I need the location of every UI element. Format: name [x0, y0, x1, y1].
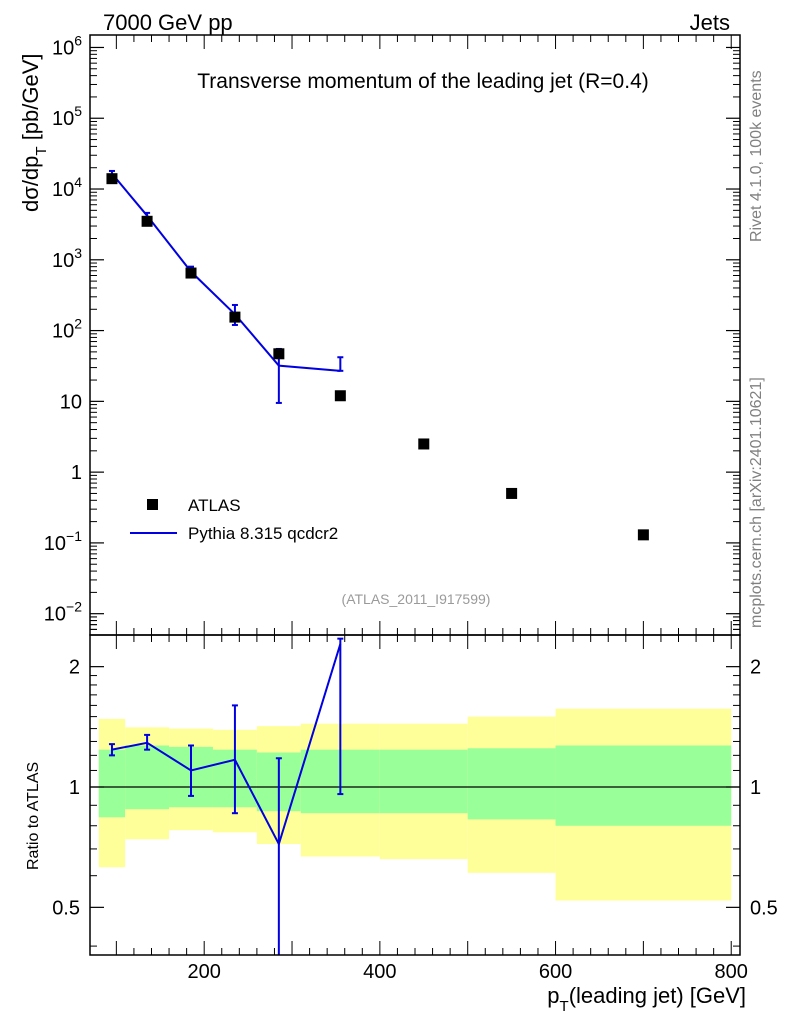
- data-point: [273, 348, 285, 360]
- x-tick-label: 200: [188, 961, 221, 983]
- mcplots-label: mcplots.cern.ch [arXiv:2401.10621]: [748, 377, 765, 628]
- y-axis-label-main: dσ/dp: [18, 156, 43, 212]
- x-tick-label: 400: [363, 961, 396, 983]
- mc-line: [111, 172, 341, 372]
- ratio-band-inner: [379, 749, 468, 814]
- main-frame: [89, 34, 741, 636]
- ratio-axis-ticks: 2 2 1 1 0.5 0.5: [52, 635, 778, 955]
- legend-data-label: ATLAS: [188, 496, 241, 515]
- y-axis-label: dσ/dpT [pb/GeV]: [18, 53, 50, 212]
- y-tick-label: 1: [71, 462, 82, 484]
- ratio-band-inner: [98, 749, 126, 818]
- ratio-uncertainty-bands: [90, 708, 740, 901]
- collision-label: 7000 GeV pp: [103, 10, 233, 35]
- ratio-tick-label-right: 2: [750, 657, 761, 679]
- data-point: [418, 438, 430, 450]
- data-point: [637, 529, 649, 541]
- x-axis-label-sub: T: [560, 998, 569, 1015]
- y-axis-label-sub: T: [33, 146, 50, 155]
- data-point: [506, 487, 518, 499]
- ratio-tick-label: 1: [69, 777, 80, 799]
- analysis-tag: (ATLAS_2011_I917599): [342, 591, 491, 607]
- x-tick-labels: 200 400 600 800: [188, 961, 748, 983]
- x-tick-label: 600: [539, 961, 572, 983]
- process-label: Jets: [690, 10, 730, 35]
- ratio-band-inner: [125, 745, 170, 810]
- ratio-band-inner: [555, 745, 732, 826]
- ratio-tick-label-right: 0.5: [750, 897, 778, 919]
- y-tick-label: 102: [52, 316, 82, 343]
- y-tick-label: 105: [52, 103, 82, 130]
- ratio-tick-label-right: 1: [750, 777, 761, 799]
- legend-data-marker: [147, 499, 158, 510]
- ratio-tick-label: 2: [69, 657, 80, 679]
- data-point: [229, 311, 241, 323]
- data-point: [106, 173, 118, 185]
- ratio-y-label: Ratio to ATLAS: [25, 762, 42, 870]
- data-point: [185, 267, 197, 279]
- y-tick-label: 10−2: [44, 599, 82, 626]
- ratio-tick-label: 0.5: [52, 897, 80, 919]
- rivet-label: Rivet 4.1.0, 100k events: [748, 70, 765, 242]
- plot-title: Transverse momentum of the leading jet (…: [197, 70, 649, 93]
- y-tick-label: 10: [60, 391, 82, 413]
- y-axis-label-rest: [pb/GeV]: [18, 53, 43, 146]
- data-point: [141, 215, 153, 227]
- x-tick-label: 800: [715, 961, 748, 983]
- main-series: [106, 169, 649, 541]
- x-axis-label: pT(leading jet) [GeV]: [547, 983, 746, 1015]
- ratio-line: [111, 643, 342, 847]
- legend-mc-label: Pythia 8.315 qcdcr2: [188, 524, 338, 543]
- x-axis-label-main: p: [547, 983, 559, 1008]
- data-point: [334, 390, 346, 402]
- ratio-band-inner: [467, 748, 556, 820]
- y-tick-label: 10−1: [44, 528, 82, 555]
- ratio-frame: [89, 634, 741, 956]
- y-tick-label: 106: [52, 32, 82, 59]
- x-axis-label-rest: (leading jet) [GeV]: [569, 983, 746, 1008]
- ratio-series: [108, 637, 344, 955]
- y-tick-label: 104: [52, 174, 82, 201]
- y-tick-label: 103: [52, 245, 82, 272]
